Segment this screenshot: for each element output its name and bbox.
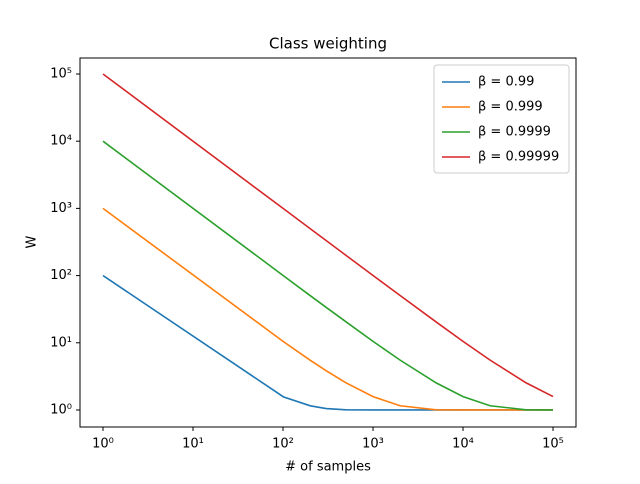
y-tick-label: 10²: [50, 268, 72, 283]
plot-frame: [79, 57, 577, 428]
legend-label: β = 0.9999: [478, 125, 551, 140]
x-tick-label: 10²: [272, 437, 294, 452]
y-tick-label: 10⁰: [50, 402, 72, 417]
chart-title: Class weighting: [269, 35, 387, 53]
series-line: [102, 140, 554, 411]
y-tick-label: 10⁴: [50, 134, 72, 149]
series-line: [102, 207, 554, 411]
y-tick-label: 10¹: [50, 335, 72, 350]
x-tick-label: 10¹: [182, 437, 204, 452]
legend-label: β = 0.999: [478, 100, 543, 115]
x-tick-label: 10⁰: [92, 437, 114, 452]
y-axis-label: W: [25, 235, 40, 248]
x-tick-label: 10⁴: [452, 437, 474, 452]
legend-label: β = 0.99999: [478, 150, 559, 165]
x-axis-label: # of samples: [285, 460, 371, 475]
legend-box: [433, 64, 570, 174]
legend-label: β = 0.99: [478, 75, 534, 90]
y-tick-label: 10⁵: [50, 66, 72, 81]
x-tick-label: 10³: [362, 437, 384, 452]
y-tick-label: 10³: [50, 201, 72, 216]
x-tick-label: 10⁵: [542, 437, 564, 452]
series-line: [102, 73, 554, 398]
